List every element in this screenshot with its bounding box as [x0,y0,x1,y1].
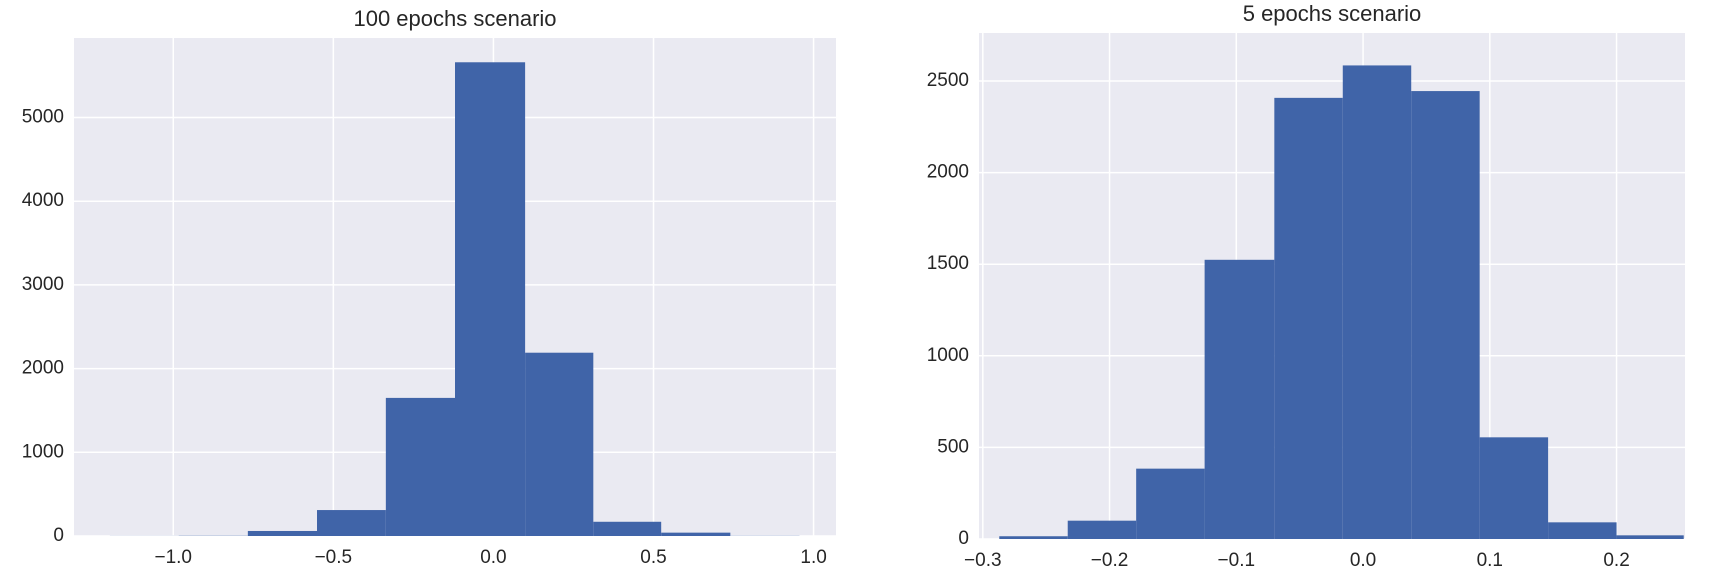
y-tick-label: 4000 [22,190,64,211]
y-tick-label: 0 [53,525,64,546]
bar [455,62,526,536]
x-tick-label: 0.0 [1350,550,1376,571]
bar [1204,259,1275,539]
bar [525,352,594,536]
y-tick-label: 1500 [927,253,969,274]
bar [1616,535,1684,539]
chart-title: 5 epochs scenario [1243,1,1422,26]
y-tick-label: 2000 [22,358,64,379]
y-tick-label: 2500 [927,70,969,91]
x-tick-label: 1.0 [800,547,826,568]
x-tick-label: 0.2 [1603,550,1629,571]
y-tick-label: 1000 [927,345,969,366]
bar [661,532,731,536]
x-tick-label: 0.1 [1477,550,1503,571]
y-tick-label: 0 [958,528,969,549]
chart-title: 100 epochs scenario [353,6,556,31]
y-tick-label: 1000 [22,441,64,462]
y-tick-label: 3000 [22,274,64,295]
x-tick-label: −0.1 [1218,550,1256,571]
x-tick-label: −0.5 [315,547,353,568]
bar [385,397,455,536]
y-tick-label: 500 [937,436,969,457]
x-tick-label: 0.0 [480,547,506,568]
bar [1067,520,1137,539]
bar [247,530,318,536]
x-tick-label: −1.0 [154,547,192,568]
bar [1411,91,1480,539]
bar [317,510,386,536]
x-tick-label: −0.2 [1091,550,1129,571]
bar [1136,468,1205,539]
x-tick-label: 0.5 [640,547,666,568]
bar [593,521,662,536]
bar [999,536,1068,539]
bar [1548,522,1617,539]
bar [1342,65,1412,539]
bar [1274,97,1343,540]
y-tick-label: 2000 [927,162,969,183]
x-tick-label: −0.3 [964,550,1002,571]
bar [1479,437,1549,539]
y-tick-label: 5000 [22,107,64,128]
